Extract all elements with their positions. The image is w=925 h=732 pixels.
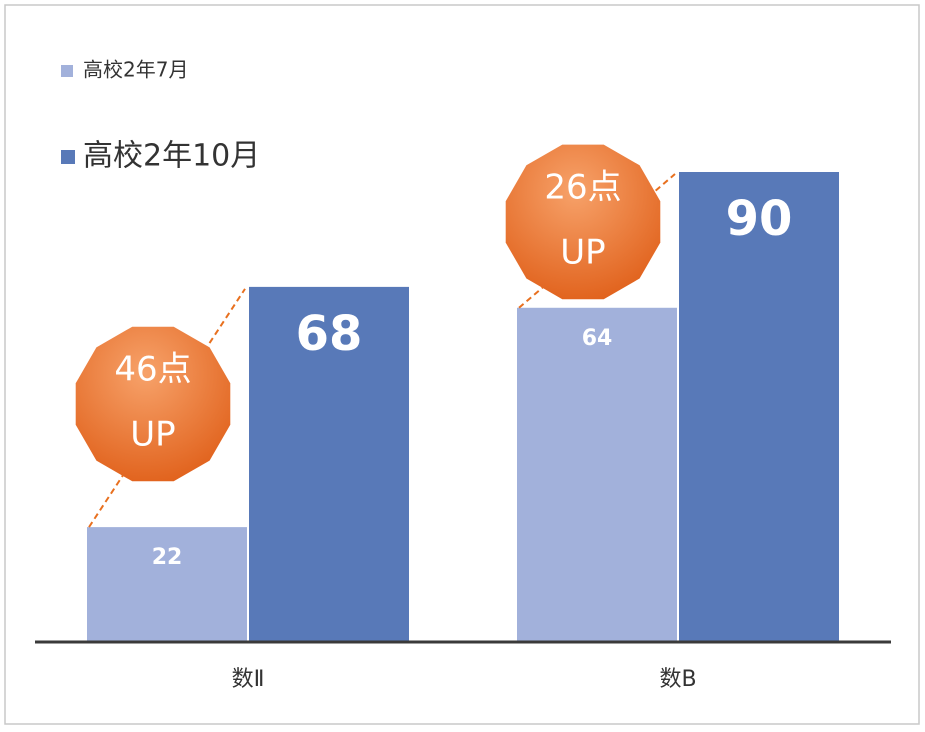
badge-text: 46点 [114,350,191,390]
legend-swatch [61,150,75,164]
value-label: 64 [582,326,613,351]
value-label: 90 [726,191,793,247]
badge-text: UP [560,232,605,272]
bar [87,527,247,642]
bar [679,172,839,642]
legend-label: 高校2年7月 [83,58,188,82]
bar [249,286,409,642]
legend-swatch [61,65,73,77]
badge [505,144,661,300]
x-tick-label: 数Ⅱ [232,667,265,692]
badge-text: 26点 [544,167,621,207]
value-label: 22 [152,545,183,570]
badge [75,326,231,482]
bar [517,307,677,642]
value-label: 68 [296,306,363,362]
legend-label: 高校2年10月 [83,139,260,174]
badge-text: UP [130,415,175,455]
x-tick-label: 数B [659,667,696,692]
